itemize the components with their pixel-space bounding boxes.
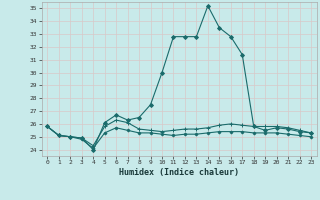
X-axis label: Humidex (Indice chaleur): Humidex (Indice chaleur) bbox=[119, 168, 239, 177]
